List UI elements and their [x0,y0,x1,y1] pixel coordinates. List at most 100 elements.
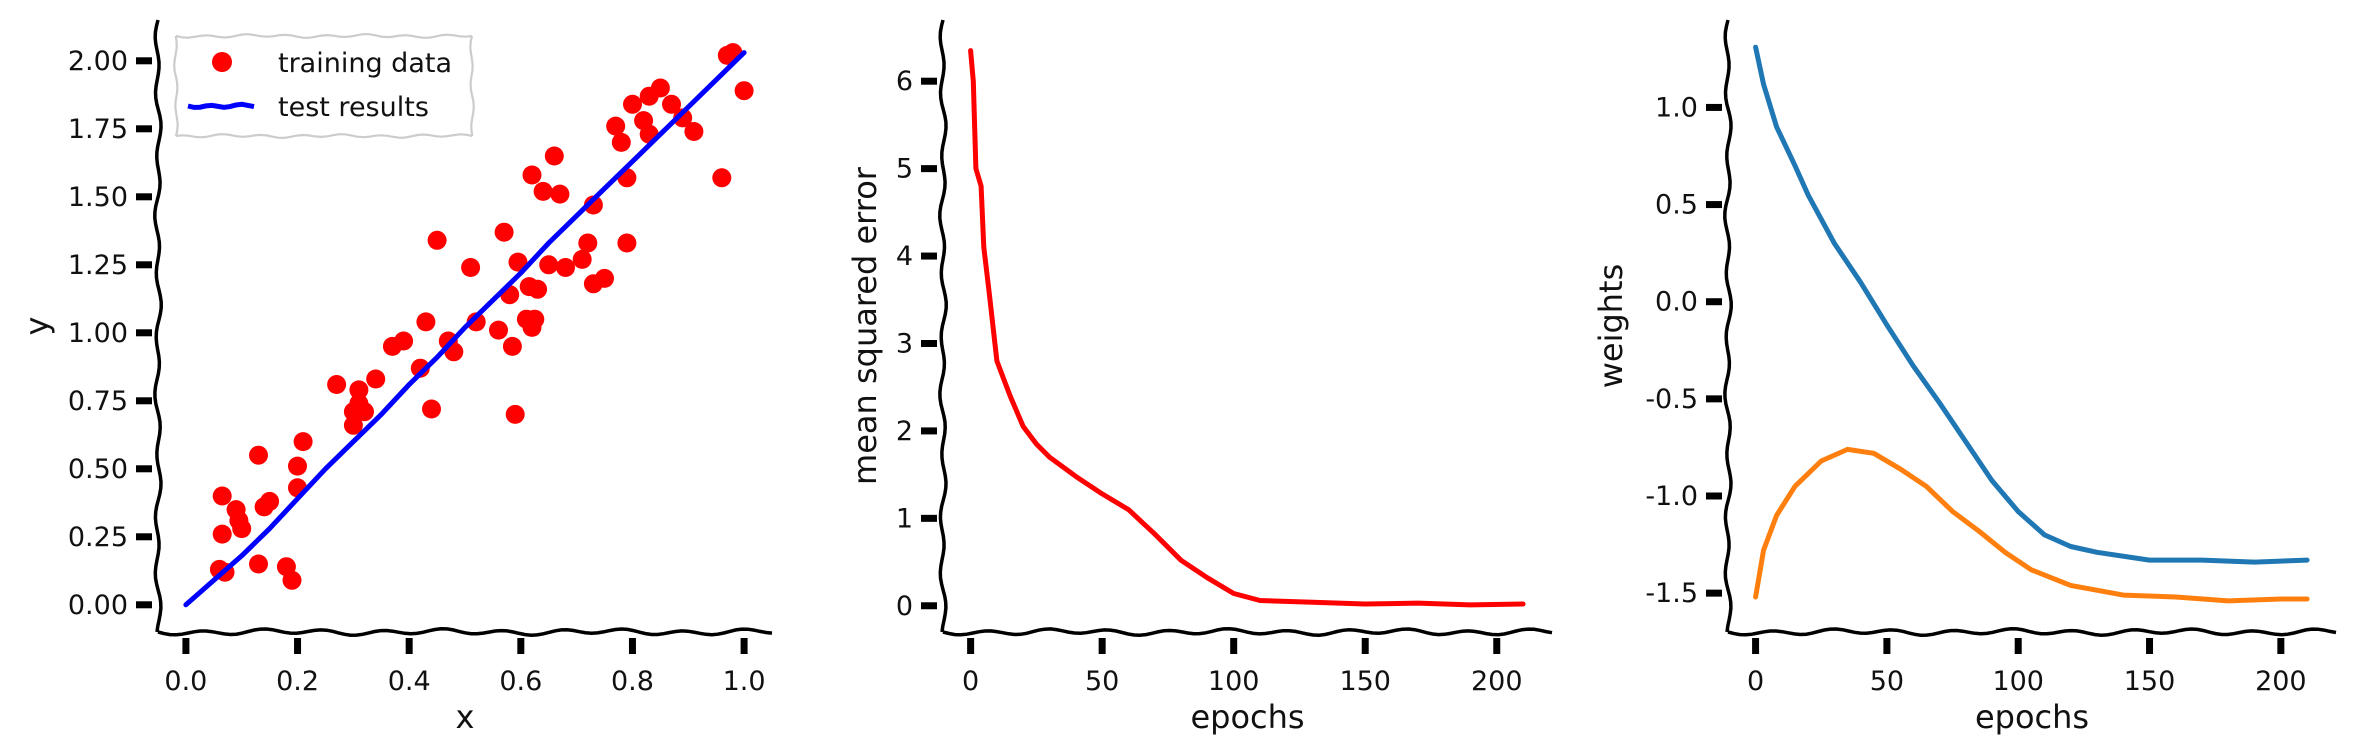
data-point [461,258,481,277]
series-line [1753,446,2310,604]
data-point [650,78,670,98]
x-tick-label: 1.0 [723,666,766,697]
x-tick-label: 0.4 [388,666,431,697]
data-point [528,279,548,299]
legend-marker-scatter [212,52,232,72]
data-point [684,122,704,141]
series-line [1753,44,2310,565]
y-tick-label: 2.00 [68,46,128,77]
legend-border [469,35,475,137]
x-tick-label: 0.8 [611,666,654,697]
data-point [712,168,732,188]
y-tick-label: 0.50 [68,454,128,485]
x-tick-label: 200 [1471,666,1523,697]
y-tick-label: 1.50 [68,182,128,213]
y-tick-label: -1.0 [1645,481,1698,512]
data-point [212,486,232,506]
data-point [343,415,363,435]
y-tick-label: -0.5 [1645,384,1698,415]
data-point [544,146,564,166]
data-point [617,233,637,253]
data-point [410,358,430,378]
x-tick-label: 0.0 [164,666,207,697]
data-point [489,320,508,340]
y-tick-label: 4 [896,241,913,272]
legend-label-test: test results [278,92,429,123]
data-point [595,268,614,288]
data-point [623,94,642,114]
data-point [522,165,542,185]
data-point [572,249,592,269]
y-axis-spine [1723,19,1733,633]
scatter-panel: 0.0 0.2 0.4 0.6 0.8 1.0 0.00 0.25 0.50 0.75 1.00 1.… [18,19,773,736]
y-axis-spine [153,19,163,633]
data-point [288,456,307,476]
y-tick-label: 1.0 [1655,92,1698,123]
data-point [293,432,313,452]
mse-panel: 0 50 100 150 200 0 1 2 3 4 5 6 epochs mean squared er… [846,19,1553,736]
data-point [212,524,232,544]
x-tick-label: 150 [1339,666,1391,697]
data-point [366,369,386,389]
data-point [583,195,603,215]
y-tick-label: 1.75 [68,114,128,145]
y-tick-label: 0.5 [1655,190,1698,221]
legend-border [175,133,473,139]
y-tick-label: 0.75 [68,386,128,417]
series-line [968,48,1526,608]
data-point [673,108,693,128]
data-point [249,554,268,574]
x-axis-spine [942,626,1553,637]
y-tick-label: 0.0 [1655,287,1698,318]
y-tick-label: 1 [896,503,913,534]
y-axis-label: y [18,317,56,336]
x-axis-spine [1727,627,2337,637]
series-line [183,50,747,608]
y-tick-label: 1.00 [68,318,128,349]
y-axis-label: weights [1592,264,1630,389]
data-point [427,230,447,250]
data-point [282,570,302,590]
legend-marker-line [187,101,255,110]
x-tick-label: 0.6 [499,666,542,697]
data-point [525,309,545,329]
x-tick-label: 0 [962,666,979,697]
data-point [349,380,369,400]
data-point [394,331,414,351]
x-tick-label: 100 [1208,666,1260,697]
data-point [611,132,631,152]
legend-border [175,33,473,39]
x-tick-label: 200 [2255,666,2307,697]
x-tick-label: 150 [2124,666,2176,697]
data-point [494,222,514,242]
data-point [355,402,374,422]
data-point [734,81,754,101]
x-tick-label: 100 [1992,666,2044,697]
x-tick-label: 50 [1870,666,1904,697]
data-point [260,491,280,511]
data-point [416,312,436,332]
y-tick-label: 6 [896,66,913,97]
legend-border [173,35,179,137]
x-axis-spine [157,627,773,637]
y-axis-spine [938,19,948,633]
data-point [249,445,268,465]
legend: training data test results [173,33,475,139]
data-point [232,519,252,539]
x-tick-label: 50 [1085,666,1119,697]
data-point [505,404,525,424]
y-tick-label: 1.25 [68,250,128,281]
y-tick-label: 2 [896,416,913,447]
y-tick-label: 0.00 [68,590,128,621]
data-point [550,184,570,204]
data-point [466,312,486,332]
y-tick-label: 3 [896,328,913,359]
data-point [556,258,575,277]
data-point [539,255,559,275]
x-axis-label: x [456,698,475,736]
x-tick-label: 0.2 [276,666,319,697]
y-tick-label: 5 [896,154,913,185]
x-axis-label: epochs [1975,698,2089,736]
x-tick-label: 0 [1747,666,1764,697]
